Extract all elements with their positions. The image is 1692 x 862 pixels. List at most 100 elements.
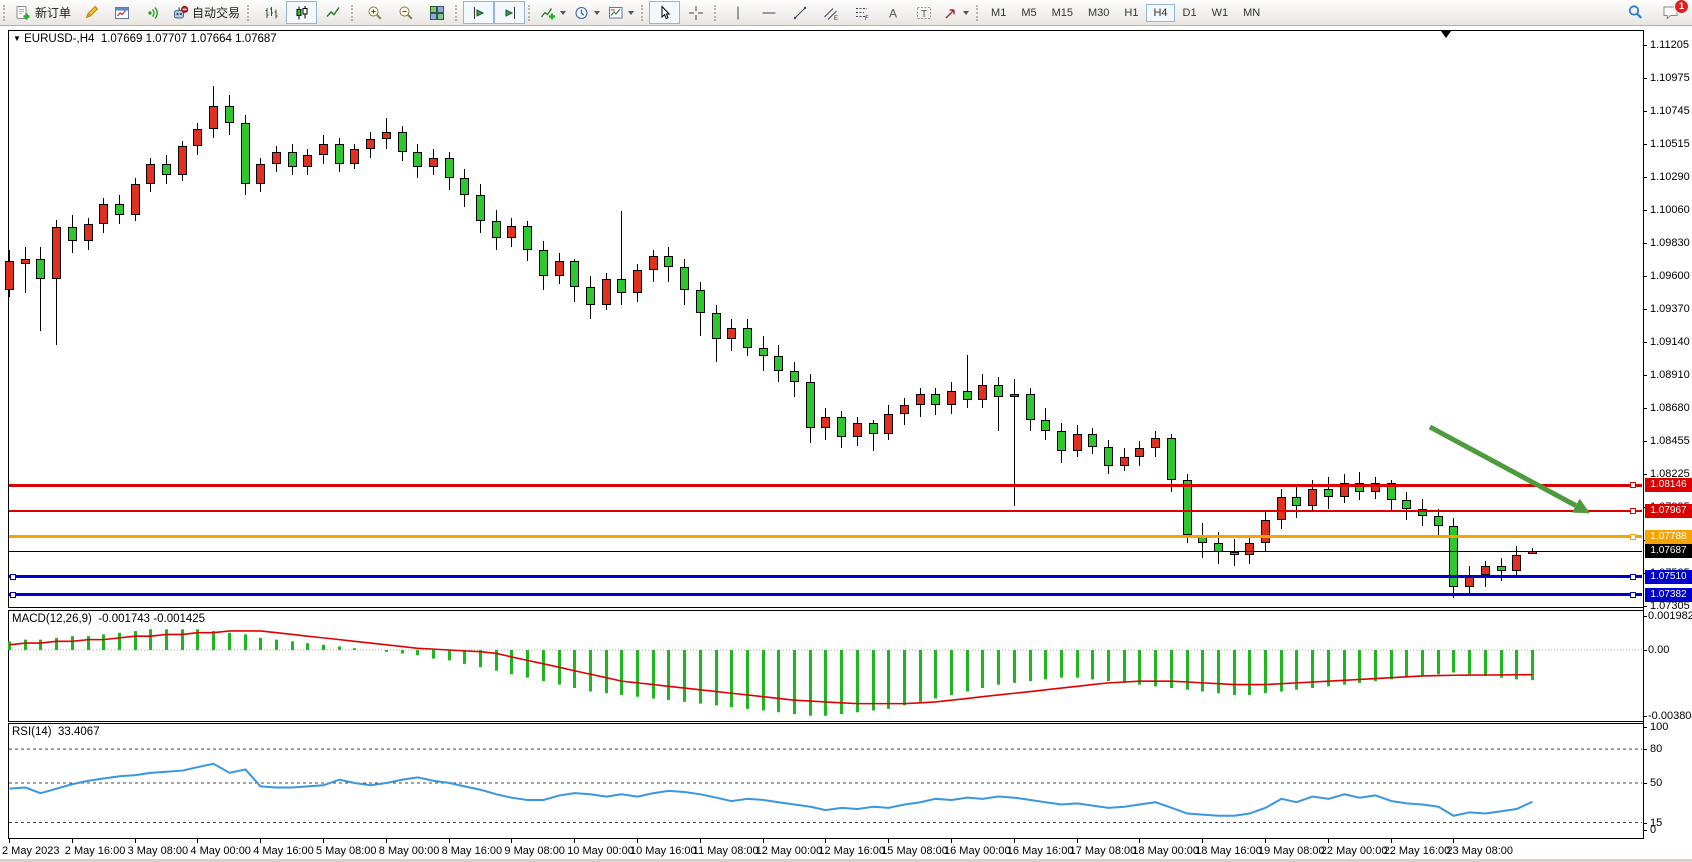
candlestick-chart-icon: [294, 5, 310, 21]
cursor-button[interactable]: [649, 1, 681, 24]
window-bottom-edge: [0, 859, 1692, 862]
zoom-in-button[interactable]: [359, 1, 390, 24]
timeframe-button-M15[interactable]: M15: [1051, 6, 1073, 19]
equidistant-channel-icon: E: [823, 5, 839, 21]
new-order-button[interactable]: 新订单: [11, 1, 75, 24]
trendline-button[interactable]: [784, 1, 815, 24]
toolbar-grip: [641, 4, 645, 21]
timeframe-button-M30[interactable]: M30: [1088, 6, 1110, 19]
bar-chart-button[interactable]: [255, 1, 286, 24]
market-watch-button[interactable]: [106, 1, 137, 24]
text-button[interactable]: A: [877, 1, 908, 24]
fibonacci-button[interactable]: F: [846, 1, 877, 24]
line-chart-icon: [325, 5, 341, 21]
toolbar-grip: [528, 4, 532, 21]
vertical-line-button[interactable]: [722, 1, 753, 24]
dropdown-caret: [628, 11, 635, 18]
svg-text:T: T: [921, 9, 927, 20]
svg-text:A: A: [889, 6, 897, 20]
toolbar-grip: [455, 4, 459, 21]
new-order-icon: [15, 5, 31, 21]
crosshair-button[interactable]: [680, 1, 711, 24]
rsi-pane[interactable]: [8, 723, 1644, 839]
horizontal-line-button[interactable]: [753, 1, 784, 24]
vertical-line-icon: [730, 5, 746, 21]
timeframe-button-W1[interactable]: W1: [1211, 6, 1229, 19]
rsi-name: RSI(14): [12, 726, 52, 738]
arrows-button[interactable]: [939, 1, 973, 24]
chart-shift-icon: [471, 5, 487, 21]
tile-windows-button[interactable]: [421, 1, 452, 24]
text-label-icon: T: [916, 5, 932, 21]
timeframe-button-H4[interactable]: H4: [1146, 3, 1175, 22]
zoom-in-icon: [367, 5, 383, 21]
toolbar-grip: [3, 4, 7, 21]
macd-values: -0.001743 -0.001425: [98, 613, 206, 625]
toolbar-grip: [247, 4, 251, 21]
bar-chart-icon: [263, 5, 279, 21]
horizontal-line-icon: [761, 5, 777, 21]
candlestick-chart-button[interactable]: [286, 1, 318, 24]
chart-ohlc-values: 1.07669 1.07707 1.07664 1.07687: [100, 33, 277, 45]
auto-scroll-icon: [502, 5, 518, 21]
rsi-value: 33.4067: [58, 726, 100, 738]
line-chart-button[interactable]: [317, 1, 348, 24]
macd-name: MACD(12,26,9): [12, 613, 92, 625]
macd-label: MACD(12,26,9) -0.001743 -0.001425: [12, 613, 205, 625]
crosshair-icon: [688, 5, 704, 21]
toolbar-grip: [976, 4, 980, 21]
toolbar: 新订单 自动交易 E F A T: [0, 0, 1692, 26]
chart-shift-button[interactable]: [463, 1, 495, 24]
metaeditor-icon: [83, 5, 99, 21]
templates-icon: [608, 5, 624, 21]
arrows-icon: [943, 5, 959, 21]
auto-scroll-button[interactable]: [494, 1, 526, 24]
timeframe-button-H1[interactable]: H1: [1124, 6, 1139, 19]
indicators-button[interactable]: [536, 1, 570, 24]
dropdown-caret: [963, 11, 970, 18]
notification-badge: 1: [1674, 0, 1689, 14]
chart-title: ▼ EURUSD-,H4 1.07669 1.07707 1.07664 1.0…: [13, 33, 277, 45]
search-icon: [1627, 4, 1644, 21]
fibonacci-icon: F: [854, 5, 870, 21]
dropdown-caret: [594, 11, 601, 18]
chart-title-collapse-icon[interactable]: ▼: [13, 34, 21, 43]
timeframe-button-M5[interactable]: M5: [1021, 6, 1037, 19]
rsi-label: RSI(14) 33.4067: [12, 726, 100, 738]
cursor-icon: [657, 4, 673, 21]
svg-text:E: E: [834, 16, 838, 21]
price-axis-line: [1643, 30, 1644, 838]
svg-text:F: F: [865, 16, 869, 21]
signals-icon: [145, 5, 161, 21]
clock-icon: [574, 5, 590, 21]
equidistant-channel-button[interactable]: E: [815, 1, 846, 24]
timeframe-button-M1[interactable]: M1: [991, 6, 1007, 19]
chart-area: [0, 26, 1692, 862]
zoom-out-icon: [398, 5, 414, 21]
macd-pane[interactable]: [8, 610, 1644, 722]
indicators-icon: [540, 5, 556, 21]
search-button[interactable]: [1620, 1, 1651, 24]
autotrading-icon: [172, 5, 189, 21]
templates-button[interactable]: [604, 1, 638, 24]
autotrading-button[interactable]: 自动交易: [168, 1, 244, 24]
timeframe-button-MN[interactable]: MN: [1243, 6, 1261, 19]
chart-symbol-period: EURUSD-,H4: [24, 33, 95, 45]
periods-button[interactable]: [570, 1, 604, 24]
tile-windows-icon: [429, 5, 445, 21]
text-label-button[interactable]: T: [908, 1, 939, 24]
timeframe-button-D1[interactable]: D1: [1182, 6, 1197, 19]
toolbar-grip: [714, 4, 718, 21]
toolbar-grip: [351, 4, 355, 21]
market-watch-icon: [114, 5, 130, 21]
dropdown-caret: [560, 11, 567, 18]
price-pane[interactable]: [8, 30, 1644, 608]
text-icon: A: [885, 5, 901, 21]
zoom-out-button[interactable]: [390, 1, 421, 24]
timeframe-group: M1 M5 M15 M30 H1 H4 D1 W1 MN: [984, 3, 1267, 22]
signals-button[interactable]: [137, 1, 168, 24]
metaeditor-button[interactable]: [75, 1, 106, 24]
chat-button[interactable]: 1: [1655, 0, 1689, 24]
trendline-icon: [792, 5, 808, 21]
